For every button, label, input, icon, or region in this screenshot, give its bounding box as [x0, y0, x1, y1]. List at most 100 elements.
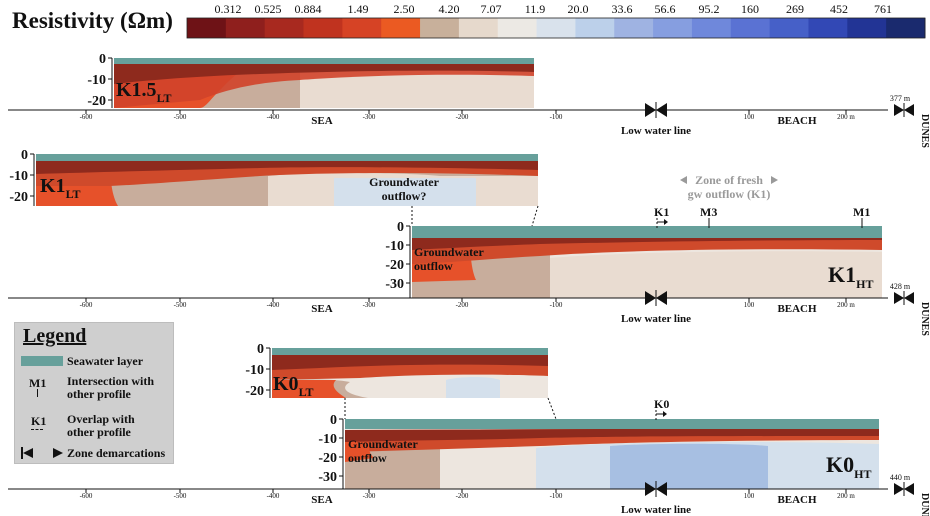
- depth-tick-label: -10: [87, 73, 106, 88]
- colorbar-swatch: [264, 18, 305, 38]
- colorbar-ticks: 0.312 0.525 0.884 1.49 2.50 4.20 7.07 11.9 20.0 3…: [215, 2, 893, 16]
- colorbar-tick-label: 56.6: [655, 2, 676, 16]
- gw-outflow-k0ht-line1: Groundwater: [348, 437, 418, 451]
- colorbar-swatch: [536, 18, 576, 38]
- x-tick-label: -100: [550, 301, 563, 309]
- depth-tick-label: -20: [318, 451, 337, 466]
- label-k15lt: K1.5LT: [116, 79, 171, 105]
- zone-low-water: Low water line: [621, 504, 691, 516]
- zone-sea: SEA: [311, 303, 332, 315]
- depth-tick-label: 0: [330, 413, 337, 428]
- colorbar-swatch: [458, 18, 499, 38]
- zone-demarcation-icon: [656, 291, 667, 305]
- colorbar-tick-label: 11.9: [525, 2, 546, 16]
- depth-tick-label: 0: [21, 148, 28, 163]
- colorbar-tick-label: 0.884: [295, 2, 322, 16]
- colorbar-tick-label: 160: [741, 2, 759, 16]
- colorbar-tick-label: 2.50: [394, 2, 415, 16]
- zone-demarcation-icon: [894, 483, 904, 495]
- fresh-zone-line1: Zone of fresh: [695, 173, 763, 187]
- x-tick-label: -400: [267, 492, 280, 500]
- zone-demarcation-icon: [904, 483, 914, 495]
- overlap-connector-k0-right: [547, 397, 557, 420]
- gw-outflow-k1ht-line1: Groundwater: [414, 245, 484, 259]
- colorbar-tick-label: 1.49: [348, 2, 369, 16]
- depth-tick-label: -30: [385, 277, 404, 292]
- colorbar-swatch: [497, 18, 538, 38]
- depth-tick-label: -20: [385, 258, 404, 273]
- depth-tick-label: -10: [9, 169, 28, 184]
- depth-tick-label: 0: [257, 342, 264, 357]
- legend-demarcation-symbol: [21, 447, 65, 461]
- colorbar-swatch: [730, 18, 771, 38]
- x-tick-label: -300: [363, 113, 376, 121]
- x-tick-label: -100: [550, 113, 563, 121]
- legend-overlap-line1: Overlap with: [67, 412, 135, 426]
- colorbar-swatch: [886, 18, 926, 38]
- zone-demarcation-icon: [645, 291, 656, 305]
- legend-demarcation-label: Zone demarcations: [67, 446, 166, 460]
- colorbar-tick-label: 269: [786, 2, 804, 16]
- x-tick-label: 200 m: [837, 492, 855, 500]
- zone-demarcation-icon: [904, 292, 914, 304]
- x-tick-label: -200: [456, 113, 469, 121]
- gw-outflow-q-line2: outflow?: [382, 189, 427, 203]
- fresh-zone-right-arrow-icon: [771, 176, 778, 184]
- fresh-zone-left-arrow-icon: [680, 176, 687, 184]
- colorbar-swatch: [691, 18, 732, 38]
- legend-intersection-line2: other profile: [67, 387, 131, 401]
- zone-demarcation-icon: [894, 292, 904, 304]
- gw-outflow-q-line1: Groundwater: [369, 175, 439, 189]
- x-tick-label: -400: [267, 301, 280, 309]
- zone-low-water: Low water line: [621, 313, 691, 325]
- x-tick-label: -600: [80, 301, 93, 309]
- colorbar-swatch: [575, 18, 615, 38]
- legend-overlap-line2: other profile: [67, 425, 131, 439]
- profile-k15lt: [114, 58, 534, 108]
- zone-demarcation-icon: [656, 482, 667, 496]
- legend-overlap-symbol: K1: [31, 414, 47, 430]
- label-k0lt: K0LT: [273, 373, 313, 399]
- colorbar-swatch: [420, 18, 460, 38]
- depth-tick-label: -20: [87, 94, 106, 109]
- zone-demarcation-icon: [645, 103, 656, 117]
- depth-tick-label: -10: [245, 363, 264, 378]
- overlap-connector-right: [531, 205, 539, 227]
- colorbar-tick-label: 4.20: [439, 2, 460, 16]
- zone-sea: SEA: [311, 494, 332, 506]
- profile-length-label: 377 m: [890, 94, 911, 103]
- zone-demarcation-icon: [656, 103, 667, 117]
- zone-demarcation-icon: [904, 104, 914, 116]
- colorbar-swatch: [614, 18, 654, 38]
- svg-text:K1: K1: [654, 205, 669, 219]
- zone-beach: BEACH: [777, 303, 817, 315]
- colorbar-tick-label: 761: [874, 2, 892, 16]
- depth-tick-label: 0: [397, 220, 404, 235]
- x-tick-label: -500: [174, 492, 187, 500]
- depth-tick-label: -10: [385, 239, 404, 254]
- colorbar: [186, 17, 926, 39]
- k0-overlap-marker: K0: [654, 397, 669, 420]
- depth-tick-label: -20: [9, 190, 28, 205]
- colorbar-swatch: [225, 18, 266, 38]
- label-k1ht: K1HT: [828, 262, 873, 291]
- profile-length-label: 428 m: [890, 282, 911, 291]
- profile-k1lt: [36, 154, 538, 206]
- x-tick-label: -500: [174, 301, 187, 309]
- gw-outflow-k0ht-line2: outflow: [348, 451, 387, 465]
- x-tick-label: -400: [267, 113, 280, 121]
- x-tick-label: -100: [550, 492, 563, 500]
- svg-text:K0: K0: [654, 397, 669, 411]
- x-tick-label: -600: [80, 113, 93, 121]
- colorbar-swatch: [381, 18, 421, 38]
- legend-box: Legend Seawater layer M1 Intersection wi…: [14, 322, 174, 464]
- colorbar-tick-label: 33.6: [612, 2, 633, 16]
- zone-dunes: DUNES: [919, 493, 930, 516]
- k1-overlap-marker: K1: [654, 205, 669, 228]
- colorbar-swatch: [342, 18, 382, 38]
- colorbar-swatch: [303, 18, 343, 38]
- colorbar-tick-label: 95.2: [699, 2, 720, 16]
- colorbar-tick-label: 7.07: [481, 2, 502, 16]
- zone-demarcation-icon: [645, 482, 656, 496]
- zone-sea: SEA: [311, 115, 332, 127]
